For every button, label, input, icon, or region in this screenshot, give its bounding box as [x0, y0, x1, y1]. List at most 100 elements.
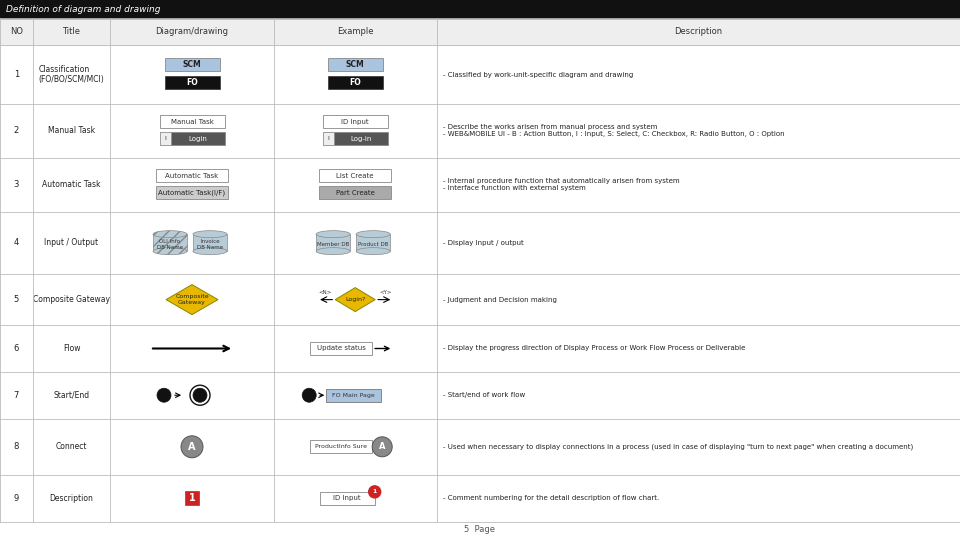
Bar — [356, 234, 390, 251]
Bar — [0, 274, 960, 326]
Text: A: A — [188, 442, 196, 452]
Bar — [0, 419, 960, 475]
Bar — [0, 45, 960, 104]
Bar — [159, 132, 171, 145]
Text: - Comment numbering for the detail description of flow chart.: - Comment numbering for the detail descr… — [443, 495, 660, 501]
Text: - Display the progress direction of Display Process or Work Flow Process or Deli: - Display the progress direction of Disp… — [443, 346, 745, 352]
Bar — [0, 212, 960, 274]
Circle shape — [193, 388, 207, 402]
Bar — [193, 234, 227, 251]
Text: 7: 7 — [13, 391, 19, 400]
Bar — [159, 132, 225, 145]
Polygon shape — [166, 285, 218, 315]
Bar — [310, 342, 372, 355]
Text: Flow: Flow — [62, 344, 81, 353]
Bar — [0, 0, 960, 18]
Text: ProductInfo Sure: ProductInfo Sure — [315, 444, 367, 449]
Bar — [0, 475, 960, 522]
Text: 5: 5 — [13, 295, 19, 304]
Bar — [0, 104, 960, 158]
Circle shape — [372, 437, 393, 457]
Bar — [319, 169, 392, 182]
Ellipse shape — [153, 248, 187, 255]
Ellipse shape — [356, 248, 390, 255]
Text: Manual Task: Manual Task — [48, 126, 95, 136]
Text: 9: 9 — [13, 494, 19, 503]
Bar — [185, 491, 199, 505]
Text: Automatic Task: Automatic Task — [42, 180, 101, 189]
Text: 1: 1 — [188, 494, 196, 503]
Text: - Display Input / output: - Display Input / output — [443, 240, 523, 246]
Text: List Create: List Create — [336, 173, 374, 179]
Circle shape — [369, 486, 381, 498]
Text: NO: NO — [10, 27, 23, 36]
Bar — [0, 372, 960, 419]
Bar — [164, 58, 220, 71]
Bar — [319, 186, 392, 199]
Text: - Describe the works arisen from manual process and system
- WEB&MOBILE UI - B :: - Describe the works arisen from manual … — [443, 124, 784, 138]
Ellipse shape — [316, 231, 350, 238]
Text: Invoice
DB Name: Invoice DB Name — [197, 239, 223, 250]
Bar — [320, 492, 374, 505]
Polygon shape — [335, 288, 375, 312]
Bar — [156, 169, 228, 182]
Text: FO Main Page: FO Main Page — [332, 393, 374, 398]
Text: Update status: Update status — [317, 346, 366, 352]
Text: I: I — [164, 137, 166, 141]
Text: Definition of diagram and drawing: Definition of diagram and drawing — [6, 4, 160, 14]
Text: Product DB: Product DB — [358, 242, 389, 247]
Text: SCM: SCM — [346, 60, 365, 69]
Text: ID Input: ID Input — [333, 495, 361, 501]
Text: Login: Login — [188, 136, 207, 142]
Bar — [156, 186, 228, 199]
Bar — [327, 76, 383, 89]
Bar — [159, 116, 225, 129]
Bar — [310, 440, 372, 453]
Text: 6: 6 — [13, 344, 19, 353]
Text: Description: Description — [50, 494, 93, 503]
Bar — [164, 76, 220, 89]
Ellipse shape — [316, 248, 350, 255]
Text: 4: 4 — [13, 238, 19, 247]
Text: - Classified by work-unit-specific diagram and drawing: - Classified by work-unit-specific diagr… — [443, 71, 633, 78]
Text: 1: 1 — [372, 489, 377, 494]
Text: - Judgment and Decision making: - Judgment and Decision making — [443, 296, 557, 302]
Bar — [327, 58, 383, 71]
Text: SCM: SCM — [182, 60, 202, 69]
Text: Part Create: Part Create — [336, 190, 374, 195]
Ellipse shape — [153, 231, 187, 238]
Text: Log-in: Log-in — [350, 136, 372, 142]
Text: 5  Page: 5 Page — [465, 524, 495, 534]
Text: - Start/end of work flow: - Start/end of work flow — [443, 392, 525, 398]
Ellipse shape — [193, 231, 227, 238]
Text: <N>: <N> — [319, 289, 332, 295]
Text: A: A — [379, 442, 386, 451]
Bar — [323, 132, 388, 145]
Circle shape — [302, 388, 316, 402]
Bar — [0, 18, 960, 45]
Text: 3: 3 — [13, 180, 19, 189]
Text: Composite
Gateway: Composite Gateway — [175, 294, 209, 305]
Ellipse shape — [193, 248, 227, 255]
Circle shape — [190, 385, 210, 405]
Bar — [325, 389, 381, 402]
Text: Description: Description — [674, 27, 723, 36]
Text: Automatic Task: Automatic Task — [165, 173, 219, 179]
Text: Title: Title — [62, 27, 81, 36]
Text: ID Input: ID Input — [342, 119, 369, 125]
Bar — [323, 132, 334, 145]
Text: Example: Example — [337, 27, 373, 36]
Text: OLI Info
DB Name: OLI Info DB Name — [156, 239, 183, 250]
Circle shape — [157, 388, 171, 402]
Ellipse shape — [356, 231, 390, 238]
Bar — [0, 158, 960, 212]
Bar — [0, 326, 960, 372]
Text: Connect: Connect — [56, 442, 87, 451]
Text: Input / Output: Input / Output — [44, 238, 99, 247]
Text: 2: 2 — [13, 126, 19, 136]
Text: Composite Gateway: Composite Gateway — [33, 295, 110, 304]
Bar — [323, 116, 388, 129]
Text: - Internal procedure function that automatically arisen from system
- Interface : - Internal procedure function that autom… — [443, 178, 680, 191]
Text: Automatic Task(I/F): Automatic Task(I/F) — [158, 190, 226, 196]
Text: I: I — [327, 137, 329, 141]
